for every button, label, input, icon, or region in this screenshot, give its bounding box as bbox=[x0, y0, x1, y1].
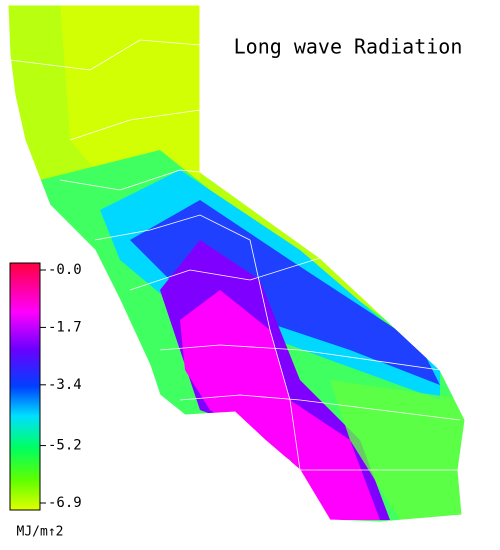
colorbar-tick-label: -5.2 bbox=[48, 438, 82, 454]
colorbar-tick-label: -3.4 bbox=[48, 377, 82, 393]
colorbar-ticks: -0.0 -1.7 -3.4 -5.2 -6.9 bbox=[40, 262, 82, 511]
colorbar bbox=[9, 262, 41, 511]
colorbar-tick-label: -1.7 bbox=[48, 319, 82, 335]
county-lines bbox=[9, 39, 461, 471]
colorbar-tick-label: -0.0 bbox=[48, 262, 82, 278]
map-title: Long wave Radiation bbox=[234, 35, 463, 59]
colorbar-unit: MJ/m↑2 bbox=[17, 525, 64, 540]
state-border bbox=[7, 4, 466, 523]
colorbar-tick-label: -6.9 bbox=[48, 495, 82, 511]
